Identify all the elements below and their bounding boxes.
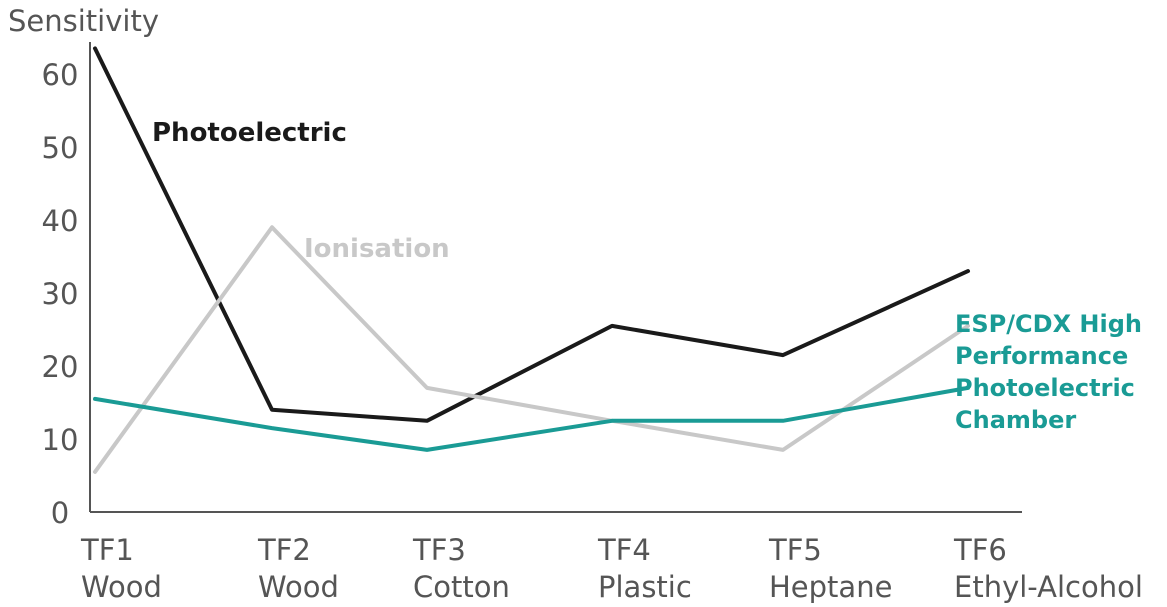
x-tick-label: TF3 — [412, 533, 466, 567]
series-line — [93, 385, 970, 452]
x-tick-label: Ethyl-Alcohol — [954, 570, 1143, 604]
x-tick-label: Wood — [81, 570, 162, 604]
x-tick-label: TF6 — [953, 533, 1007, 567]
y-tick-label: 40 — [42, 204, 79, 238]
y-tick-label: 0 — [51, 496, 69, 530]
y-tick-label: 50 — [42, 131, 79, 165]
x-tick-label: TF2 — [257, 533, 311, 567]
x-tick-label: TF1 — [80, 533, 134, 567]
y-axis-label: Sensitivity — [8, 4, 159, 38]
series-line — [93, 46, 970, 423]
y-tick-label: 10 — [42, 423, 79, 457]
series-label-photoelectric: Photoelectric — [152, 118, 347, 148]
x-tick-label: TF5 — [768, 533, 822, 567]
x-tick-label: Wood — [258, 570, 339, 604]
series-label-ionisation: Ionisation — [304, 234, 450, 264]
series-label-esp-cdx: ESP/CDX High Performance Photoelectric C… — [955, 310, 1143, 434]
x-tick-label: TF4 — [597, 533, 651, 567]
x-tick-label: Heptane — [769, 570, 892, 604]
x-tick-label: Cotton — [413, 570, 510, 604]
x-tick-label: Plastic — [598, 570, 692, 604]
y-tick-label: 20 — [42, 350, 79, 384]
y-tick-label: 60 — [42, 58, 79, 92]
y-tick-label: 30 — [42, 277, 79, 311]
series-line — [93, 225, 970, 474]
